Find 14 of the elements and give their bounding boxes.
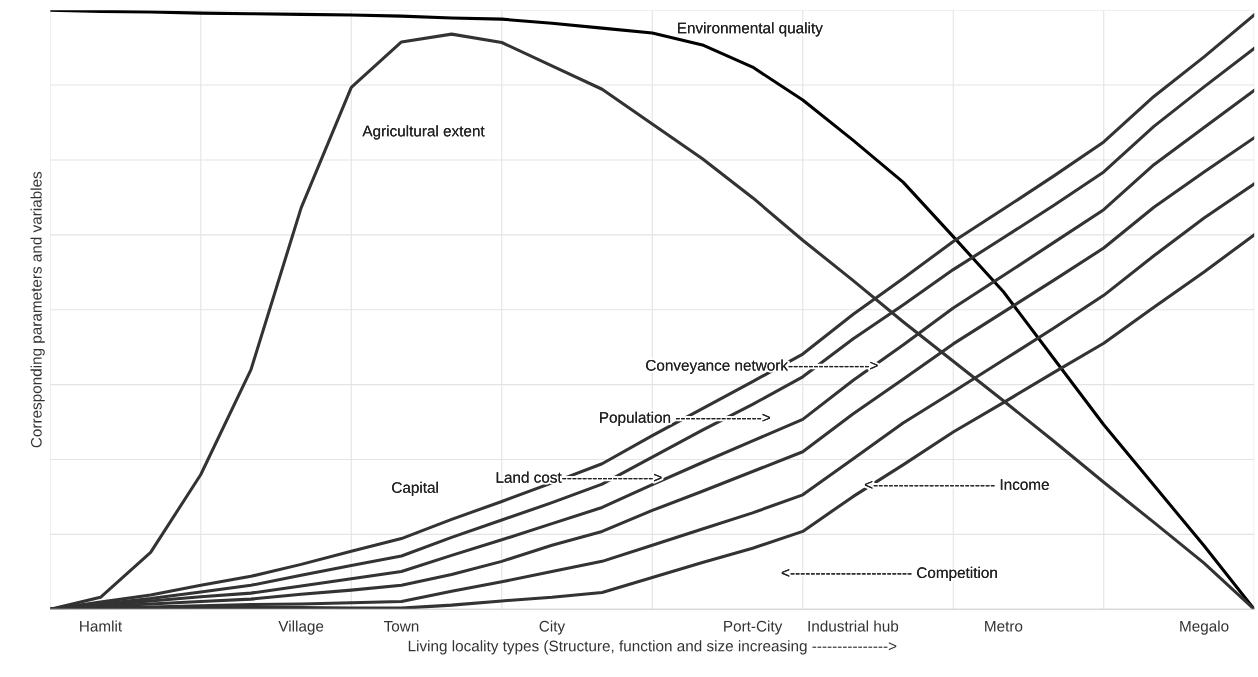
- x-tick-label: Village: [278, 620, 324, 635]
- annotation: Environmental quality: [678, 22, 823, 37]
- x-axis-title: Living locality types (Structure, function and size increasing --------------->: [408, 640, 897, 655]
- y-axis-title: Corresponding parameters and variables: [30, 171, 45, 448]
- x-tick-label: Metro: [985, 620, 1023, 632]
- x-tick-label: City: [539, 620, 566, 635]
- annotation: <------------------------ Competition: [781, 566, 997, 582]
- x-tick-label: Industrial hub: [808, 620, 899, 632]
- x-tick-label: Megalo: [1180, 620, 1229, 635]
- annotation: Agricultural extent: [362, 125, 485, 140]
- x-tick-label: Port-City: [724, 620, 783, 635]
- x-tick-label: Town: [383, 620, 419, 632]
- x-tick-label: Hamlit: [80, 620, 123, 632]
- annotation: Capital: [392, 481, 438, 496]
